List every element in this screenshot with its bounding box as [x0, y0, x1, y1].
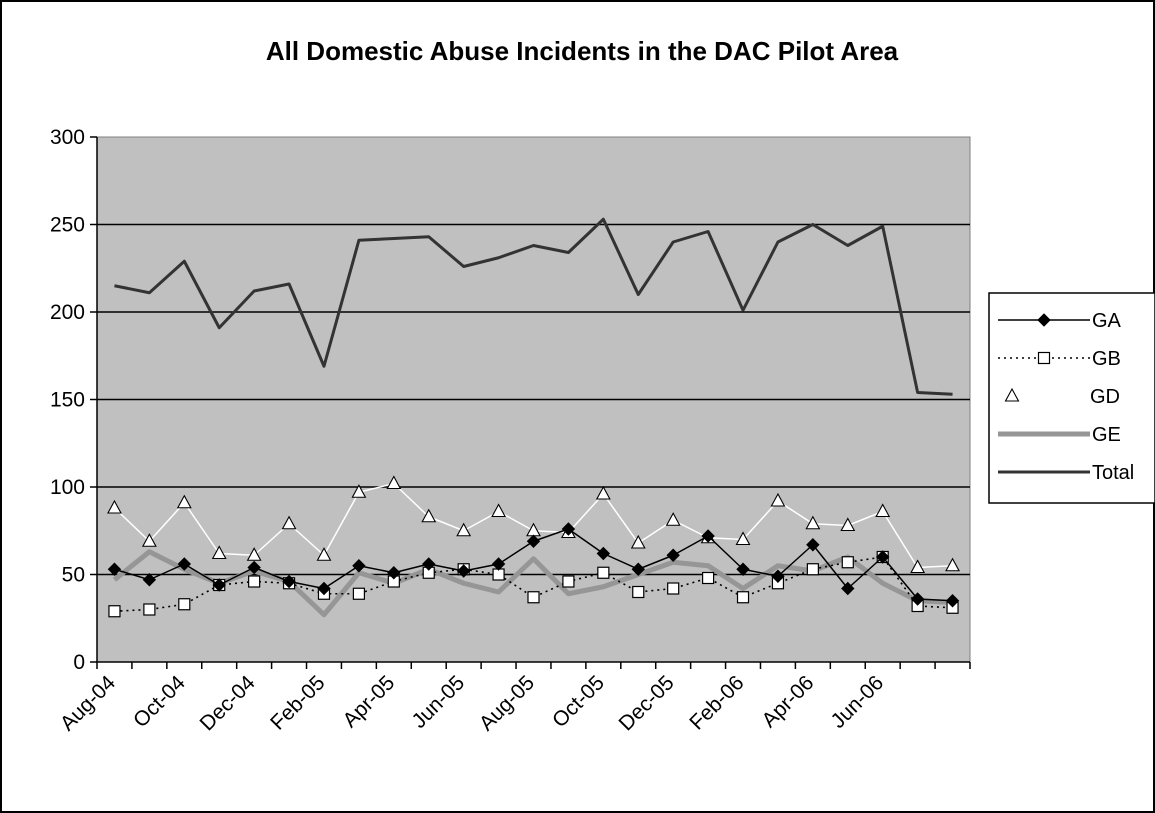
series-ga-point — [806, 538, 820, 552]
series-gb-point — [667, 582, 680, 595]
series-ga-point — [422, 557, 436, 571]
series-ga-point — [596, 546, 611, 561]
y-tick-label: 300 — [50, 126, 85, 149]
series-gd-point — [630, 534, 646, 549]
y-tick-labels: 0 50 100 150 200 250 300 — [50, 126, 85, 674]
series-ga-point — [282, 574, 296, 589]
series-gd-point — [770, 492, 786, 507]
series-gd-point — [211, 545, 227, 560]
series-gd-point — [141, 533, 157, 547]
series-ga-point — [142, 573, 157, 587]
series-ga-point — [561, 522, 576, 536]
series-total — [114, 217, 953, 396]
y-tick-label: 100 — [50, 476, 85, 499]
series-ga-point — [875, 550, 890, 564]
series-ga-point — [352, 559, 366, 573]
series-ga-point — [771, 569, 785, 583]
y-tick-label: 200 — [50, 301, 85, 324]
series-ga-point — [107, 562, 122, 576]
axes — [90, 136, 971, 669]
series-gd-point — [665, 512, 681, 526]
series-gd-point — [805, 515, 821, 530]
legend-item-total: Total — [998, 462, 1134, 484]
series-gd-point — [281, 515, 297, 530]
series-total-line — [114, 217, 953, 396]
y-tick-label: 150 — [50, 389, 85, 412]
series-gd-point — [875, 503, 891, 518]
series-gd-point — [491, 503, 507, 518]
series-ga-point — [526, 534, 541, 548]
series-gd-point — [316, 547, 332, 561]
series-ga-point — [701, 529, 715, 543]
legend-swatch-marker — [1004, 387, 1020, 402]
legend: GA GB GD GE Total — [988, 292, 1155, 504]
series-gd-point — [910, 559, 926, 574]
legend-label: GD — [1090, 386, 1120, 408]
series-gd-point — [176, 494, 192, 509]
legend-item-ga: GA — [998, 310, 1122, 332]
series-gd-point — [840, 517, 856, 532]
series-gb-point — [632, 585, 645, 599]
series-ga-point — [317, 581, 331, 596]
series-ga-point — [910, 592, 925, 606]
y-tick-label: 50 — [62, 564, 85, 587]
legend-label: Total — [1092, 462, 1134, 484]
series-gd-point — [595, 485, 611, 500]
series-ga-point — [387, 566, 401, 580]
legend-item-ge: GE — [998, 424, 1121, 446]
legend-swatch-marker — [1037, 351, 1051, 365]
series-gb-point — [736, 591, 750, 604]
legend-label: GA — [1092, 310, 1122, 332]
series-ga-point — [491, 557, 506, 571]
series-gd-point — [456, 522, 472, 537]
series-gd-point — [735, 531, 751, 546]
series-ga-point — [736, 562, 750, 576]
legend-label: GE — [1092, 424, 1121, 446]
series-gd-point — [386, 475, 402, 490]
series-ga-point — [945, 594, 960, 608]
series-ga-point — [177, 557, 192, 571]
legend-swatch-marker — [1037, 313, 1051, 327]
series-gd-point — [246, 547, 262, 561]
series-gd-point — [351, 484, 367, 498]
legend-item-gd: GD — [1004, 386, 1120, 408]
series-gb-point — [562, 575, 575, 588]
chart-title: All Domestic Abuse Incidents in the DAC … — [266, 36, 899, 66]
series-gd-point — [945, 557, 960, 572]
series-layer — [107, 217, 960, 618]
series-ga-point — [631, 562, 645, 576]
legend-item-gb: GB — [998, 348, 1121, 370]
series-ga-point — [456, 564, 471, 578]
y-tick-label: 250 — [50, 214, 85, 237]
series-gd-point — [107, 499, 122, 514]
series-gb-point — [352, 587, 365, 600]
series-ga — [107, 522, 960, 608]
series-gb-point — [597, 566, 610, 579]
y-tick-label: 0 — [73, 651, 85, 674]
series-gb-point — [248, 575, 261, 588]
series-gb-point — [143, 603, 156, 616]
series-gb-point — [806, 563, 819, 576]
series-gb-point — [527, 591, 540, 604]
series-ga-point — [247, 560, 261, 575]
series-gb-point — [701, 571, 715, 585]
series-ga-point — [841, 581, 855, 596]
series-gb-point — [178, 598, 191, 611]
series-gb-point — [841, 556, 854, 569]
series-gb-point — [108, 605, 121, 618]
legend-label: GB — [1092, 348, 1121, 370]
series-gd-point — [421, 508, 437, 523]
series-ga-point — [212, 578, 226, 592]
series-ga-point — [666, 548, 680, 562]
